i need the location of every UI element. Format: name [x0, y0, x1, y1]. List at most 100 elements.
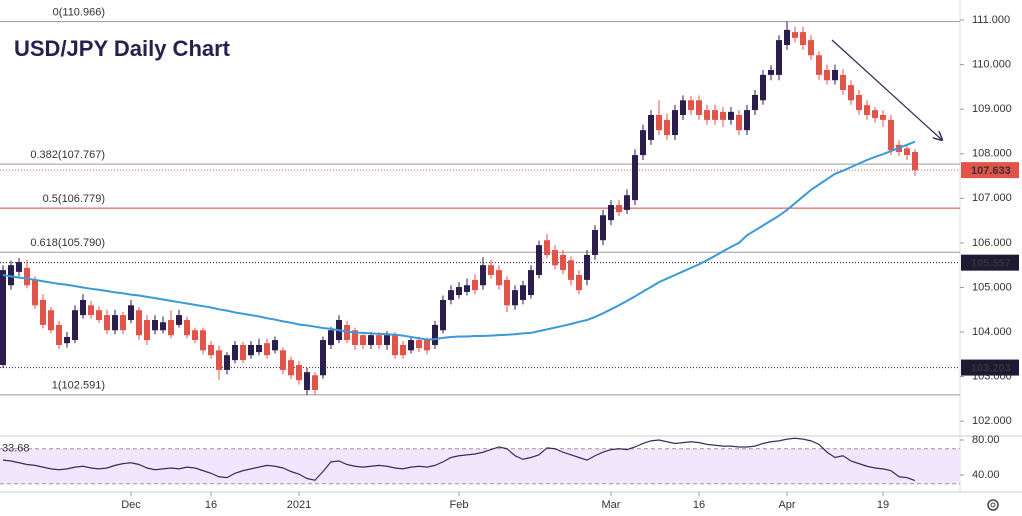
- candle-body: [464, 285, 470, 292]
- candle-body: [736, 114, 742, 131]
- y-tick-label: 106.000: [972, 237, 1012, 249]
- y-tick-label: 109.000: [972, 103, 1012, 115]
- fib-label: 1(102.591): [52, 380, 105, 392]
- candle-body: [256, 344, 262, 353]
- candle-body: [616, 205, 622, 213]
- candle-body: [472, 279, 478, 291]
- candle-body: [552, 250, 558, 266]
- price-tag: [961, 359, 1019, 376]
- candle-body: [512, 290, 518, 306]
- x-tick-label: 19: [877, 499, 889, 511]
- candle-body: [800, 32, 806, 46]
- candle-body: [224, 355, 230, 370]
- x-tick-label: 16: [205, 499, 217, 511]
- price-tag-label: 105.557: [971, 258, 1011, 270]
- candle-body: [232, 344, 238, 361]
- y-tick-label: 108.000: [972, 148, 1012, 160]
- candle-body: [72, 310, 78, 341]
- candle-body: [496, 270, 502, 286]
- candle-body: [328, 330, 334, 345]
- candle-body: [24, 267, 30, 286]
- candle-body: [152, 320, 158, 331]
- candle-body: [720, 111, 726, 120]
- candle-body: [144, 320, 150, 341]
- candle-body: [880, 114, 886, 120]
- price-tag-label: 107.633: [971, 165, 1011, 177]
- candle-body: [288, 360, 294, 376]
- candle-body: [504, 279, 510, 306]
- candle-body: [424, 340, 430, 351]
- moving-average: [2, 140, 916, 341]
- candle-body: [888, 119, 894, 151]
- x-tick-label: Feb: [450, 499, 469, 511]
- candle-body: [392, 335, 398, 356]
- candle-body: [448, 290, 454, 300]
- candle-body: [64, 336, 70, 344]
- candle-body: [752, 94, 758, 111]
- candle-body: [456, 287, 462, 296]
- candle-body: [688, 100, 694, 111]
- candle-body: [416, 340, 422, 349]
- candle-body: [48, 310, 54, 331]
- candle-body: [528, 270, 534, 296]
- candle-body: [56, 324, 62, 345]
- y-tick-label: 107.000: [972, 192, 1012, 204]
- y-tick-label: 110.000: [972, 59, 1011, 71]
- candle-body: [376, 335, 382, 345]
- candle-body: [80, 299, 86, 316]
- candle-body: [856, 94, 862, 111]
- rsi-value-label: 33.68: [2, 443, 30, 455]
- candle-body: [440, 299, 446, 331]
- candle-body: [480, 265, 486, 286]
- candle-body: [744, 110, 750, 131]
- x-tick-label: Mar: [602, 499, 621, 511]
- candle-body: [872, 110, 878, 119]
- candle-body: [568, 260, 574, 280]
- candle-body: [696, 100, 702, 115]
- candle-body: [400, 344, 406, 356]
- candle-body: [360, 335, 366, 345]
- candle-body: [8, 265, 14, 286]
- candle-body: [824, 69, 830, 81]
- candle-body: [128, 305, 134, 321]
- candle-body: [608, 205, 614, 221]
- candle-body: [104, 315, 110, 331]
- candle-body: [0, 270, 6, 366]
- candle-body: [864, 105, 870, 115]
- price-tag: [961, 162, 1019, 179]
- candle-body: [680, 100, 686, 115]
- candle-body: [304, 372, 310, 390]
- candle-body: [760, 74, 766, 101]
- candle-body: [624, 195, 630, 210]
- rsi-tick-label: 80.00: [972, 434, 1000, 446]
- candle-body: [296, 365, 302, 381]
- candle-body: [112, 315, 118, 331]
- candle-body: [520, 285, 526, 300]
- candle-body: [648, 114, 654, 140]
- x-tick-label: 16: [693, 499, 705, 511]
- settings-icon[interactable]: [987, 499, 999, 511]
- candle-body: [712, 110, 718, 120]
- candle-body: [848, 85, 854, 101]
- y-tick-label: 105.000: [972, 281, 1012, 293]
- candle-body: [560, 254, 566, 271]
- candle-body: [208, 344, 214, 356]
- candle-body: [664, 119, 670, 136]
- candle-body: [432, 324, 438, 345]
- candle-body: [656, 114, 662, 131]
- candle-body: [192, 330, 198, 341]
- candle-body: [368, 335, 374, 345]
- candle-body: [136, 310, 142, 336]
- rsi-band: [0, 448, 960, 484]
- y-tick-label: 104.000: [972, 326, 1012, 338]
- candle-body: [408, 340, 414, 351]
- candle-body: [576, 274, 582, 291]
- candle-body: [272, 340, 278, 351]
- candle-body: [632, 155, 638, 201]
- candle-body: [280, 350, 286, 370]
- candle-body: [184, 320, 190, 336]
- trend-arrow: [831, 39, 942, 140]
- y-tick-label: 102.000: [972, 415, 1012, 427]
- candle-body: [200, 330, 206, 351]
- candle-body: [840, 74, 846, 91]
